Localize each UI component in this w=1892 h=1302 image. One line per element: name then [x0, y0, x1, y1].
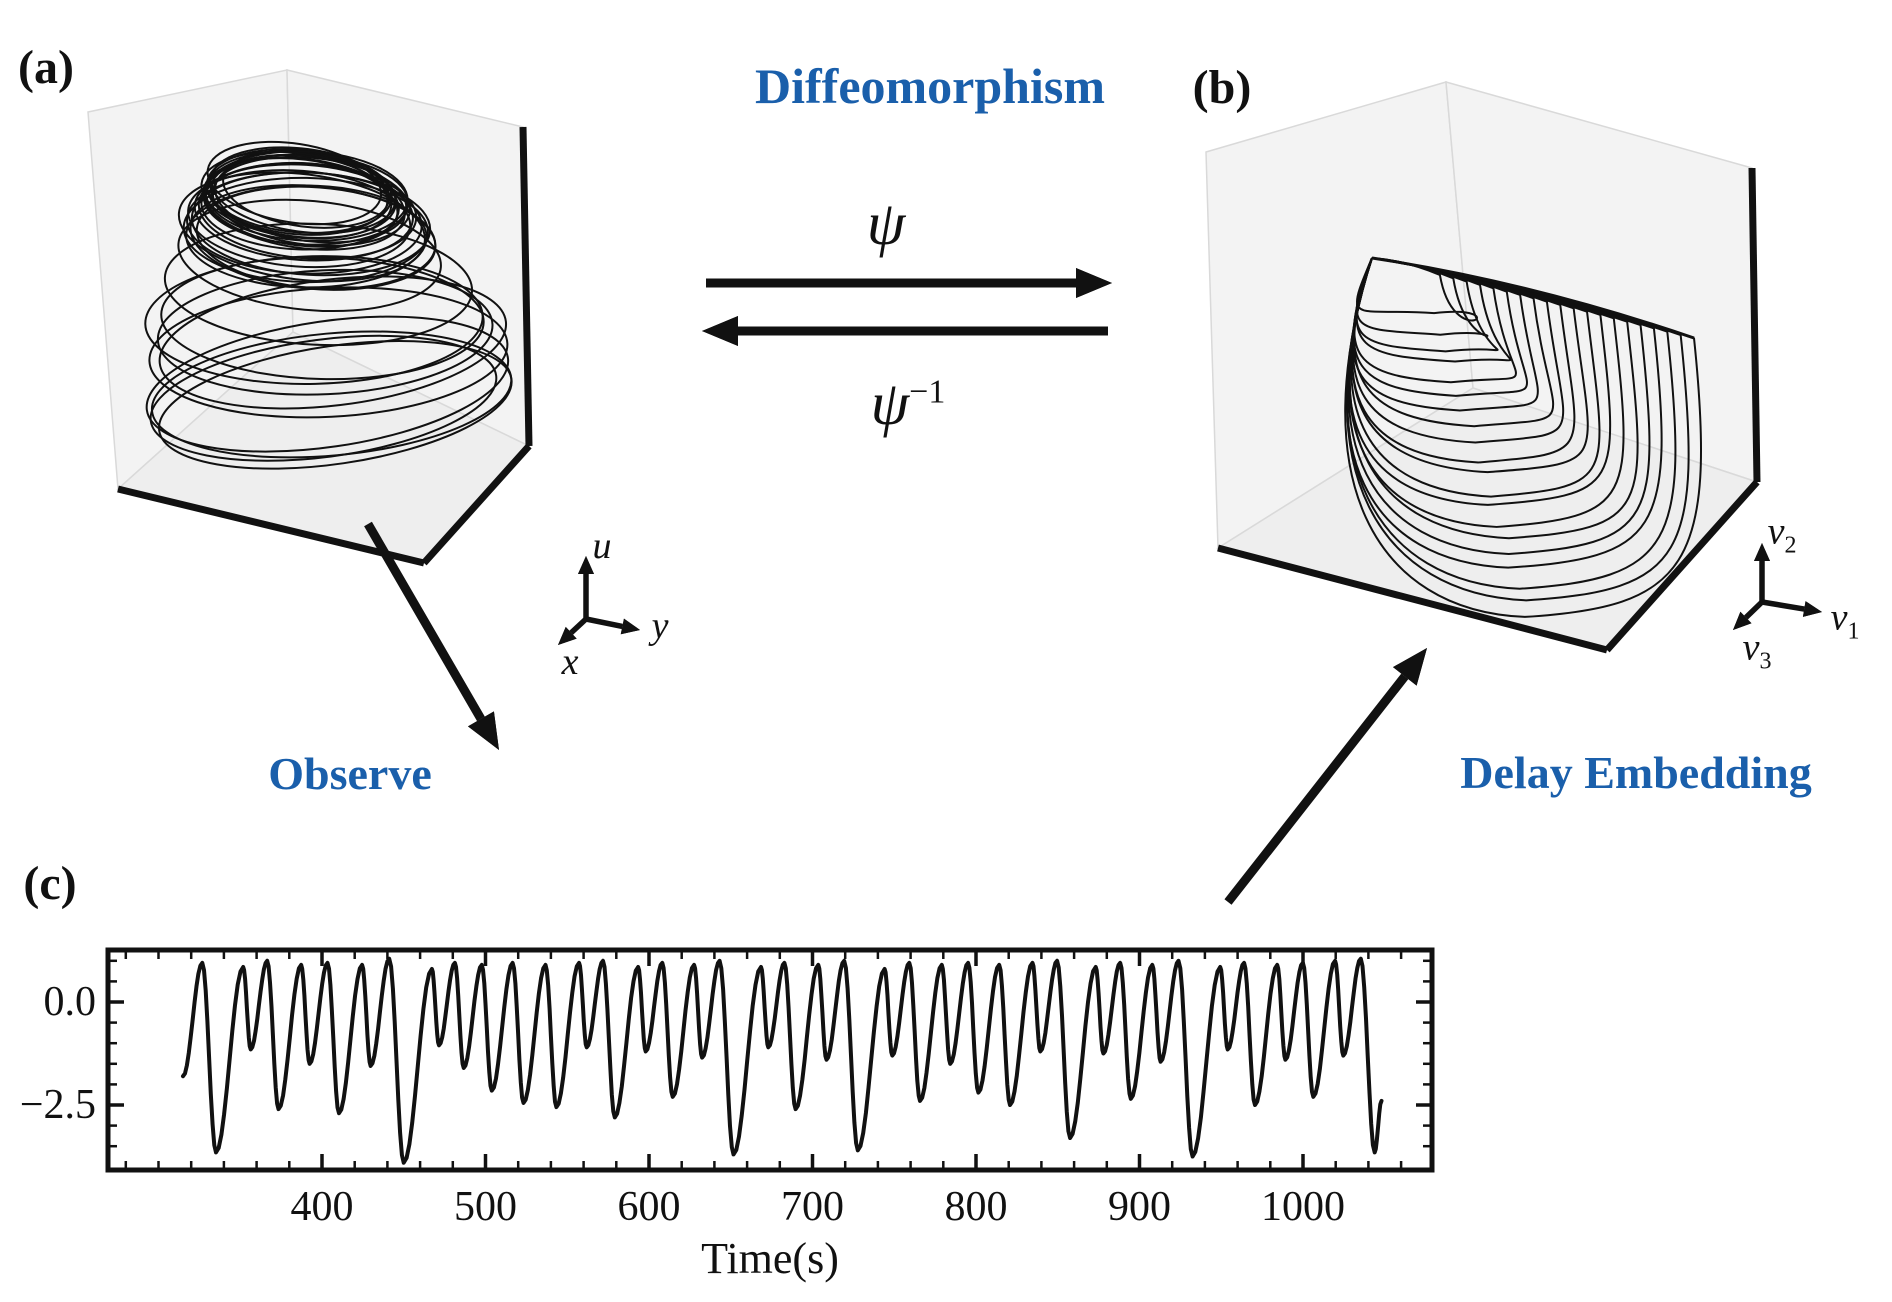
panel-b-axis-triad [1733, 543, 1822, 630]
y-tick-label: −2.5 [19, 1082, 96, 1128]
panel-b-axis-v3-label: v3 [1742, 626, 1772, 675]
panel-a-axis-x-label: x [561, 641, 579, 683]
x-tick-label: 900 [1108, 1184, 1171, 1230]
panel-b-axis-v2-label: v2 [1767, 510, 1797, 559]
panel-a-3d-plot [87, 69, 533, 567]
delay-embedding-arrow [1224, 648, 1427, 905]
panel-b-3d-plot [1205, 80, 1761, 654]
panel-b-axis-v1-label: v1 [1830, 596, 1860, 645]
panel-a-label: (a) [18, 41, 74, 94]
delay-embedding-label: Delay Embedding [1460, 747, 1812, 798]
panel-a-axis-triad [558, 556, 640, 645]
panel-b-label: (b) [1192, 61, 1252, 114]
observe-label: Observe [268, 748, 432, 799]
diffeomorphism-arrows [702, 268, 1112, 346]
observe-arrow [364, 521, 499, 750]
panel-a-axis-y-label: y [651, 605, 669, 647]
panel-a-axis-u-label: u [592, 525, 612, 567]
psi-label: ψ [866, 190, 906, 258]
psi-inverse-label: ψ−1 [870, 370, 946, 438]
diffeomorphism-title: Diffeomorphism [755, 58, 1105, 114]
y-tick-label: 0.0 [43, 979, 97, 1025]
x-tick-label: 1000 [1261, 1184, 1345, 1230]
x-tick-label: 400 [290, 1184, 354, 1230]
x-tick-label: 800 [944, 1184, 1008, 1230]
x-tick-label: 500 [454, 1184, 517, 1230]
x-tick-label: 700 [781, 1184, 844, 1230]
timeseries-plot [105, 947, 1435, 1173]
x-tick-label: 600 [617, 1184, 681, 1230]
time-axis-label: Time(s) [701, 1234, 839, 1283]
panel-c-label: (c) [23, 857, 77, 910]
